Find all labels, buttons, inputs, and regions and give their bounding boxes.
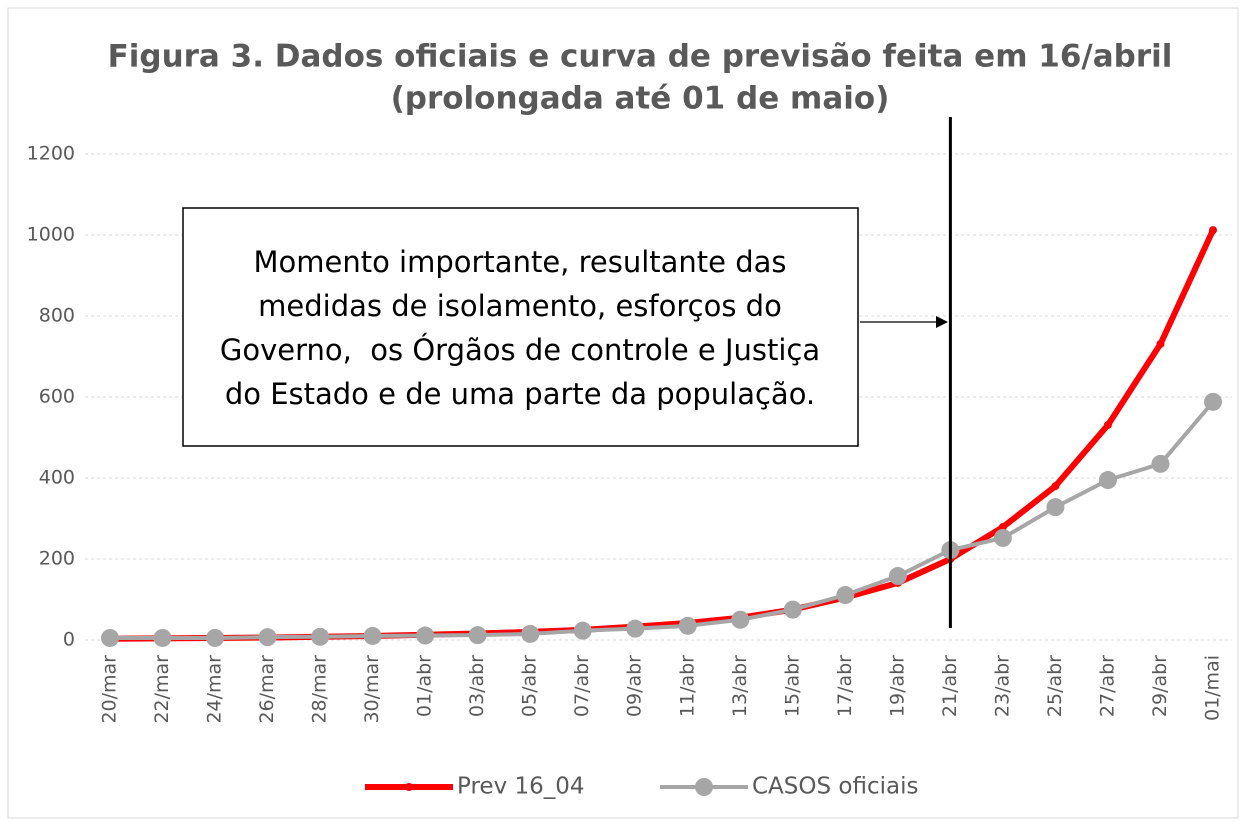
x-tick-label: 17/abr [834, 655, 856, 717]
point [678, 616, 697, 635]
point [836, 586, 855, 605]
x-tick-label: 20/mar [99, 655, 121, 724]
point [1151, 454, 1170, 473]
x-tick-label: 24/mar [204, 655, 226, 724]
x-tick-label: 23/abr [991, 655, 1013, 717]
arrow-head [936, 316, 948, 328]
annotation-box [182, 207, 859, 447]
point [416, 626, 435, 645]
annotation-text: Momento importante, resultante das [253, 245, 786, 279]
x-tick-label: 01/abr [414, 655, 436, 717]
x-tick-label: 21/abr [939, 655, 961, 717]
y-tick-label: 800 [39, 305, 75, 327]
x-tick-label: 05/abr [519, 655, 541, 717]
x-tick-label: 27/abr [1096, 655, 1118, 717]
point [1204, 392, 1222, 411]
x-tick-label: 13/abr [729, 655, 751, 717]
point [1156, 339, 1165, 348]
point [521, 624, 540, 643]
x-tick-label: 11/abr [676, 655, 698, 717]
point [258, 628, 277, 647]
annotation-text: medidas de isolamento, esforços do [258, 289, 782, 323]
point [1051, 482, 1060, 491]
x-tick-label: 30/mar [361, 655, 383, 724]
point [573, 621, 592, 640]
x-tick-label: 26/mar [256, 655, 278, 724]
point [153, 628, 172, 647]
annotation-text: Governo, os Órgãos de controle e Justiça [220, 333, 820, 367]
y-tick-label: 600 [39, 386, 75, 408]
x-tick-label: 22/mar [151, 655, 173, 724]
y-tick-label: 1000 [27, 224, 75, 246]
point [206, 628, 225, 647]
point [363, 626, 382, 645]
point [731, 610, 750, 629]
point [998, 523, 1007, 532]
point [626, 619, 645, 638]
chart-title: (prolongada até 01 de maio) [391, 81, 890, 117]
point [311, 627, 330, 646]
y-tick-label: 1200 [27, 143, 75, 165]
chart-title: Figura 3. Dados oficiais e curva de prev… [108, 39, 1173, 75]
legend-marker [695, 778, 713, 796]
x-tick-label: 28/mar [309, 655, 331, 724]
y-tick-label: 0 [63, 629, 75, 651]
point [468, 626, 487, 645]
point [783, 600, 802, 619]
y-tick-label: 400 [39, 467, 75, 489]
x-tick-label: 15/abr [781, 655, 803, 717]
x-tick-label: 19/abr [886, 655, 908, 717]
x-tick-label: 29/abr [1149, 655, 1171, 717]
x-tick-label: 07/abr [571, 655, 593, 717]
legend-label: CASOS oficiais [752, 774, 918, 800]
y-tick-label: 200 [39, 548, 75, 570]
x-tick-label: 09/abr [624, 655, 646, 717]
point [1103, 420, 1112, 429]
x-tick-label: 03/abr [466, 655, 488, 717]
legend-marker [405, 783, 413, 791]
series-line [110, 400, 1215, 640]
point [888, 567, 907, 586]
legend-label: Prev 16_04 [457, 774, 585, 800]
point [993, 528, 1012, 547]
point [1046, 498, 1065, 517]
x-tick-label: 25/abr [1044, 655, 1066, 717]
annotation-text: do Estado e de uma parte da população. [225, 377, 815, 411]
point [101, 628, 119, 647]
point [1209, 226, 1217, 235]
point [1098, 471, 1117, 490]
x-tick-label: 01/mai [1202, 655, 1224, 721]
